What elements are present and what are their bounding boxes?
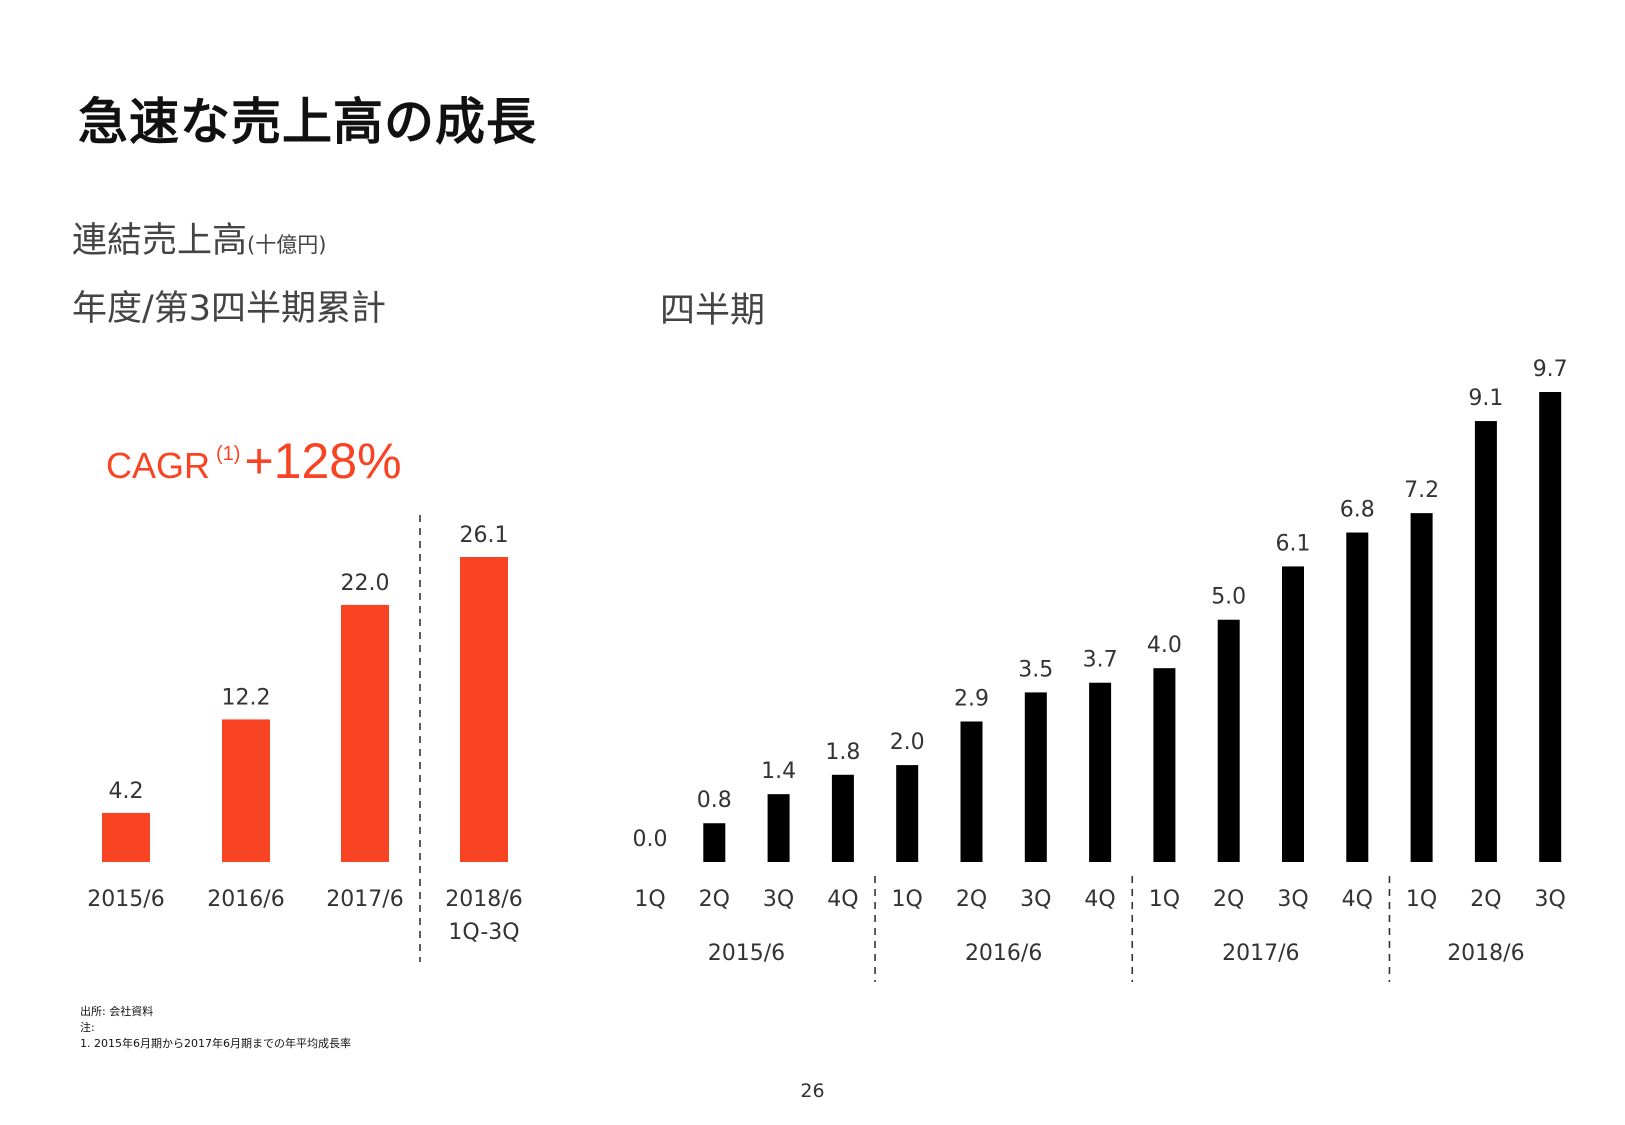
quarterly-category-label: 3Q <box>1535 887 1566 912</box>
quarterly-value-label: 4.0 <box>1147 633 1182 658</box>
quarterly-bar <box>960 721 983 862</box>
annual-category-label: 2017/6 <box>326 887 403 912</box>
quarterly-value-label: 5.0 <box>1211 585 1246 610</box>
quarterly-bar <box>831 774 854 862</box>
footnote-note-label: 注: <box>80 1021 95 1034</box>
quarterly-value-label: 2.9 <box>954 686 989 711</box>
page-title: 急速な売上高の成長 <box>78 93 537 151</box>
annual-category-label: 2016/6 <box>207 887 284 912</box>
quarterly-bar <box>1410 513 1433 862</box>
quarterly-category-label: 1Q <box>1406 887 1437 912</box>
annual-value-label: 26.1 <box>460 523 509 548</box>
quarterly-bar <box>1153 668 1176 862</box>
cagr-value: +128% <box>244 433 402 489</box>
quarterly-bar <box>1217 619 1240 862</box>
annual-bar <box>222 719 270 862</box>
annual-bar <box>341 604 389 862</box>
quarterly-value-label: 0.0 <box>633 827 668 852</box>
quarterly-group-label: 2017/6 <box>1222 941 1299 966</box>
quarterly-category-label: 4Q <box>827 887 858 912</box>
quarterly-value-label: 6.1 <box>1276 531 1311 556</box>
quarterly-chart-heading: 四半期 <box>660 291 766 331</box>
footnote-source: 出所: 会社資料 <box>80 1005 154 1018</box>
annual-category-label: 1Q-3Q <box>448 920 519 945</box>
heading-unit: (十億円) <box>247 233 327 257</box>
quarterly-bar <box>1346 532 1369 862</box>
quarterly-value-label: 1.4 <box>761 759 796 784</box>
annual-bar <box>460 557 508 862</box>
quarterly-bar <box>1089 682 1112 862</box>
quarterly-category-label: 2Q <box>1213 887 1244 912</box>
annual-value-label: 12.2 <box>222 685 271 710</box>
quarterly-value-label: 9.7 <box>1533 357 1568 382</box>
quarterly-bar <box>767 794 790 862</box>
annual-category-label: 2018/6 <box>445 887 522 912</box>
chart-heading: 連結売上高(十億円) <box>72 212 326 263</box>
quarterly-value-label: 7.2 <box>1404 478 1439 503</box>
quarterly-bar <box>1024 692 1047 862</box>
quarterly-category-label: 4Q <box>1084 887 1115 912</box>
quarterly-value-label: 1.8 <box>825 740 860 765</box>
cagr-callout: CAGR (1)+128% <box>106 432 402 490</box>
quarterly-bar <box>1474 421 1497 862</box>
annual-bar <box>102 812 150 862</box>
quarterly-category-label: 1Q <box>892 887 923 912</box>
cagr-label: CAGR <box>106 445 211 486</box>
quarterly-category-label: 2Q <box>1470 887 1501 912</box>
annual-chart-heading: 年度/第3四半期累計 <box>72 289 387 329</box>
footnote-1: 1. 2015年6月期から2017年6月期までの年平均成長率 <box>80 1037 351 1050</box>
quarterly-value-label: 3.7 <box>1083 648 1118 673</box>
quarterly-value-label: 9.1 <box>1468 386 1503 411</box>
annual-value-label: 22.0 <box>341 571 390 596</box>
quarterly-bar <box>896 765 919 862</box>
cagr-footnote-marker: (1) <box>216 443 241 465</box>
quarterly-category-label: 2Q <box>699 887 730 912</box>
quarterly-value-label: 2.0 <box>890 730 925 755</box>
footnotes: 出所: 会社資料 注: 1. 2015年6月期から2017年6月期までの年平均成… <box>80 1004 351 1052</box>
quarterly-category-label: 1Q <box>1149 887 1180 912</box>
quarterly-group-label: 2015/6 <box>708 941 785 966</box>
quarterly-category-label: 1Q <box>634 887 665 912</box>
quarterly-category-label: 3Q <box>1020 887 1051 912</box>
quarterly-category-label: 3Q <box>1277 887 1308 912</box>
annual-value-label: 4.2 <box>109 779 144 804</box>
page-number: 26 <box>800 1080 825 1102</box>
quarterly-value-label: 3.5 <box>1018 657 1053 682</box>
annual-category-label: 2015/6 <box>87 887 164 912</box>
quarterly-category-label: 2Q <box>956 887 987 912</box>
quarterly-bar <box>1539 392 1562 862</box>
quarterly-group-label: 2016/6 <box>965 941 1042 966</box>
quarterly-value-label: 0.8 <box>697 788 732 813</box>
quarterly-bar <box>703 823 726 862</box>
quarterly-bar <box>1282 566 1304 862</box>
quarterly-value-label: 6.8 <box>1340 498 1375 523</box>
quarterly-category-label: 3Q <box>763 887 794 912</box>
heading-main-text: 連結売上高 <box>72 221 248 261</box>
quarterly-category-label: 4Q <box>1342 887 1373 912</box>
quarterly-group-label: 2018/6 <box>1447 941 1524 966</box>
